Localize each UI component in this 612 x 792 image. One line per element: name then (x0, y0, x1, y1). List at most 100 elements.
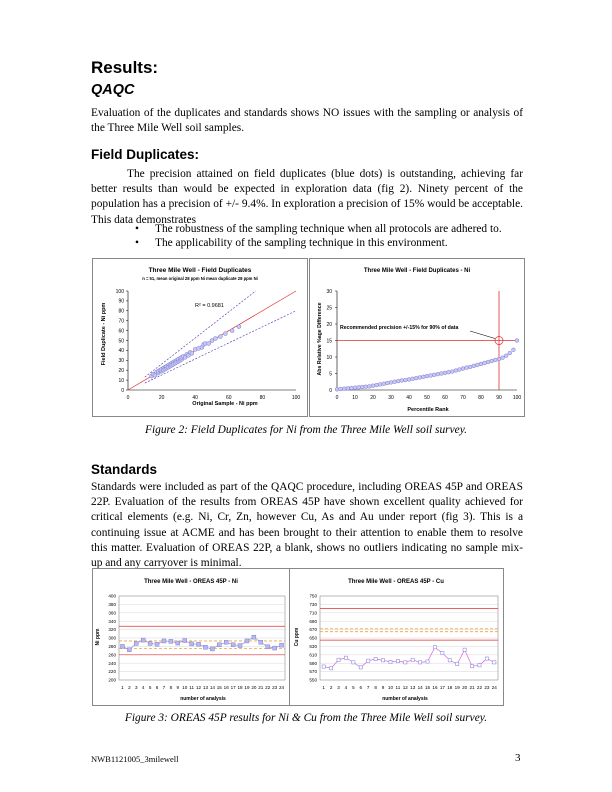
data-point (230, 642, 236, 647)
data-point (507, 350, 512, 356)
chart-title: Three Mile Well - Field Duplicates - Ni (364, 268, 471, 274)
x-tick-label: 10 (352, 395, 358, 401)
data-point (352, 385, 358, 390)
data-point (229, 328, 235, 333)
data-point (334, 387, 340, 392)
heading-field-duplicates: Field Duplicates: (91, 147, 200, 162)
y-tick-label: 590 (309, 661, 317, 666)
y-tick-label: 200 (108, 678, 116, 683)
data-point (272, 645, 277, 651)
x-tick-label: 21 (469, 685, 475, 690)
data-point (182, 638, 187, 643)
x-tick-label: 1 (121, 685, 124, 690)
x-tick-label: 8 (170, 685, 173, 690)
y-tick-label: 40 (118, 348, 124, 354)
data-point (410, 657, 415, 662)
y-tick-label: 10 (118, 378, 124, 384)
y-tick-label: 670 (309, 627, 317, 632)
x-tick-label: 3 (135, 685, 138, 690)
x-tick-label: 40 (192, 395, 198, 401)
x-tick-label: 20 (370, 395, 376, 401)
data-point (421, 374, 426, 379)
chart-oreas-cu-svg: Three Mile Well - OREAS 45P - Cu number … (294, 579, 499, 702)
x-tick-label: 21 (258, 685, 264, 690)
y-tick-label: 30 (118, 358, 124, 364)
data-point (251, 634, 257, 640)
standards-paragraph: Standards were included as part of the Q… (91, 481, 523, 570)
data-point (440, 651, 445, 656)
y-tick-label: 320 (108, 627, 116, 632)
data-point (432, 372, 437, 377)
data-point (396, 378, 401, 384)
data-point (492, 660, 497, 665)
data-point (399, 378, 404, 383)
chart-title: Three Mile Well - OREAS 45P - Ni (144, 579, 238, 585)
data-point (453, 368, 458, 373)
data-point (478, 361, 484, 367)
data-point (363, 384, 368, 389)
data-point (381, 658, 385, 663)
data-point (345, 386, 350, 391)
data-point (460, 366, 466, 371)
x-tick-label: 23 (484, 685, 490, 690)
x-tick-label: 11 (189, 685, 194, 690)
heading-qaqc: QAQC (91, 82, 135, 98)
data-point (388, 380, 394, 385)
x-tick-label: 8 (374, 685, 377, 690)
y-tick-label: 400 (108, 594, 116, 599)
x-tick-label: 22 (477, 685, 483, 690)
data-point (418, 660, 423, 665)
data-point (360, 384, 365, 390)
data-point (433, 645, 437, 650)
y-tick-label: 690 (309, 619, 317, 624)
precision-annotation: Recommended precision +/-15% for 90% of … (340, 325, 458, 331)
x-tick-label: 100 (513, 395, 522, 401)
y-tick-label: 340 (108, 619, 116, 624)
data-point (484, 656, 489, 661)
upper-bound-line (144, 290, 256, 378)
data-point (258, 639, 263, 645)
x-tick-label: 3 (337, 685, 340, 690)
x-tick-label: 30 (388, 395, 394, 401)
x-tick-label: 18 (237, 685, 243, 690)
x-tick-label: 0 (127, 395, 130, 401)
x-tick-label: 14 (418, 685, 424, 690)
x-tick-label: 15 (217, 685, 223, 690)
x-tick-label: 24 (492, 685, 498, 690)
data-point (446, 370, 451, 375)
y-tick-label: 60 (118, 328, 124, 334)
data-point (196, 642, 201, 647)
x-tick-label: 13 (410, 685, 416, 690)
x-tick-label: 7 (163, 685, 166, 690)
x-tick-label: 9 (382, 685, 385, 690)
x-tick-label: 4 (142, 685, 145, 690)
data-point (265, 644, 270, 650)
series-line (122, 636, 282, 651)
data-point (218, 334, 223, 339)
data-point (439, 371, 444, 376)
data-point (403, 660, 408, 665)
y-axis-label: Field Duplicate - Ni ppm (101, 303, 107, 366)
y-tick-label: 10 (326, 355, 332, 361)
r-squared-annotation: R² = 0.9681 (195, 303, 224, 309)
x-tick-label: 17 (231, 685, 237, 690)
data-point (414, 375, 419, 381)
y-tick-label: 730 (309, 602, 317, 607)
x-tick-label: 19 (455, 685, 461, 690)
y-tick-label: 570 (309, 669, 317, 674)
data-point (475, 362, 480, 368)
data-point (486, 359, 491, 365)
data-point (120, 644, 125, 649)
chart-title: Three Mile Well - Field Duplicates (149, 267, 252, 274)
chart-percentile-rank: Three Mile Well - Field Duplicates - Ni … (309, 258, 525, 417)
data-point (406, 377, 412, 382)
data-point (356, 385, 361, 390)
data-point (141, 637, 146, 643)
y-tick-label: 25 (326, 305, 332, 311)
y-tick-label: 50 (118, 338, 124, 344)
y-tick-label: 260 (108, 652, 116, 657)
data-point (342, 386, 347, 391)
data-point (468, 364, 473, 370)
qaqc-paragraph: Evaluation of the duplicates and standar… (91, 107, 523, 135)
figure-3-caption: Figure 3: OREAS 45P results for Ni & Cu … (124, 712, 488, 724)
